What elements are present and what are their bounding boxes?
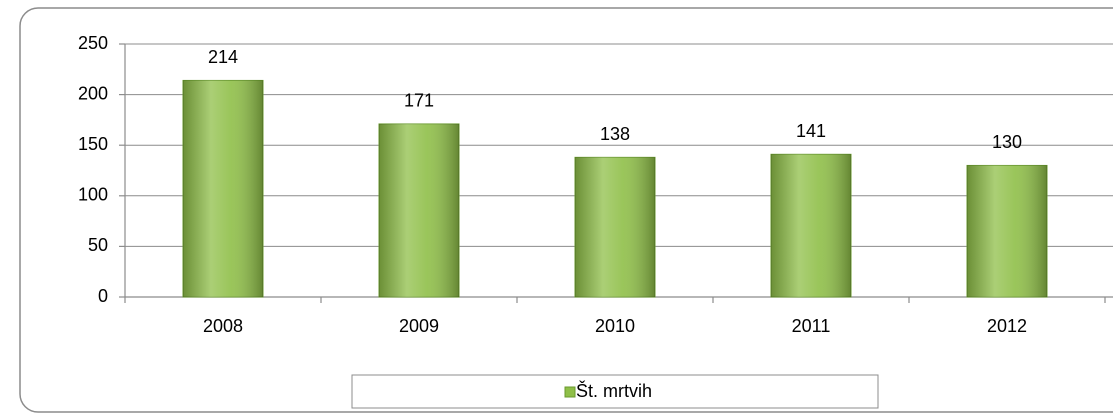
data-label: 214 xyxy=(208,47,238,67)
data-label: 171 xyxy=(404,91,434,111)
y-tick-label: 150 xyxy=(78,134,108,154)
bar xyxy=(182,79,264,298)
x-tick-label: 2008 xyxy=(203,316,243,336)
x-tick-label: 2009 xyxy=(399,316,439,336)
x-tick-label: 2010 xyxy=(595,316,635,336)
bar xyxy=(574,156,656,298)
x-tick-label: 2011 xyxy=(792,316,831,336)
legend-label: Št. mrtvih xyxy=(576,380,652,401)
data-label: 138 xyxy=(600,124,630,144)
y-tick-label: 50 xyxy=(88,235,108,255)
chart-frame xyxy=(19,7,1113,413)
bar xyxy=(378,123,460,298)
legend-box xyxy=(351,374,879,409)
legend: Št. mrtvih xyxy=(351,374,879,409)
y-tick-label: 100 xyxy=(78,185,108,205)
x-tick-label: 2012 xyxy=(987,316,1027,336)
bar xyxy=(770,153,852,298)
y-tick-label: 250 xyxy=(78,33,108,53)
y-tick-label: 0 xyxy=(98,286,108,306)
y-tick-label: 200 xyxy=(78,83,108,103)
data-label: 130 xyxy=(992,132,1022,152)
data-label: 141 xyxy=(796,121,826,141)
bar xyxy=(966,164,1048,298)
legend-swatch xyxy=(564,386,576,398)
